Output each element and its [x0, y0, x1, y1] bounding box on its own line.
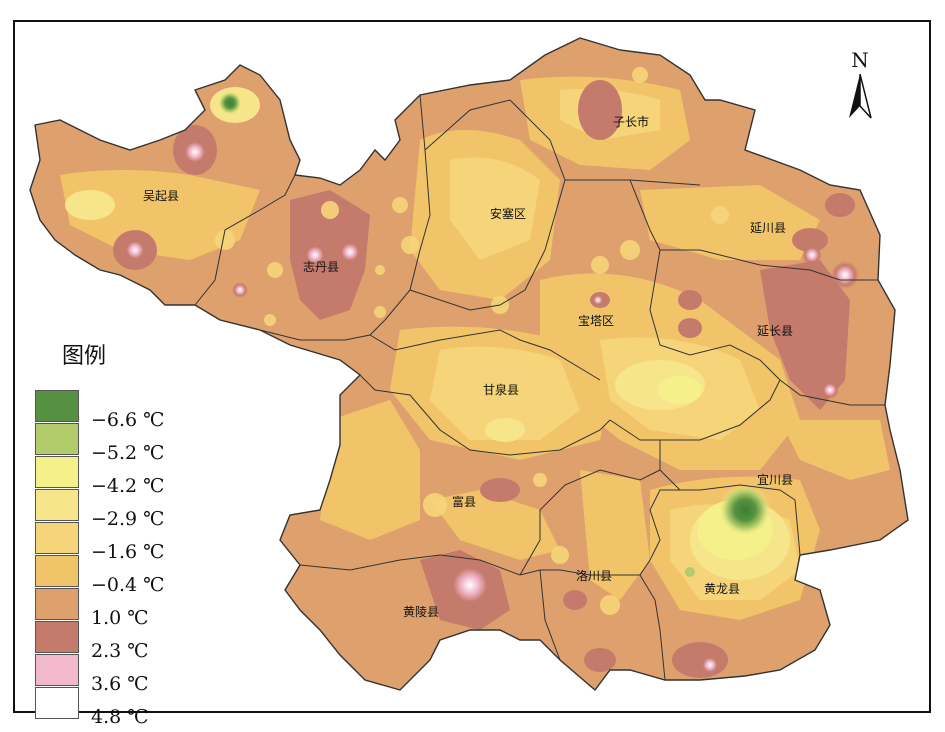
label-yanchang: 延长县: [757, 324, 793, 338]
legend-label: −5.2 ℃: [91, 442, 165, 464]
legend-swatch: [35, 588, 79, 620]
label-zichang: 子长市: [613, 114, 649, 129]
north-arrow: N: [845, 48, 875, 124]
label-yanchuan: 延川县: [750, 221, 786, 235]
label-luochuan: 洛川县: [576, 568, 612, 583]
label-wuqi: 吴起县: [143, 189, 179, 203]
legend-label: −4.2 ℃: [91, 475, 165, 497]
legend-swatch: [35, 555, 79, 587]
legend-swatch: [35, 687, 79, 719]
label-yichuan: 宜川县: [757, 472, 793, 487]
label-baota: 宝塔区: [578, 314, 614, 328]
label-fu: 富县: [452, 494, 476, 509]
legend-swatch: [35, 423, 79, 455]
label-huanglong: 黄龙县: [704, 582, 740, 596]
north-letter: N: [851, 48, 869, 72]
legend-swatch: [35, 654, 79, 686]
north-arrow-icon: [849, 73, 872, 119]
legend-label: −6.6 ℃: [91, 409, 165, 431]
legend-label: −2.9 ℃: [91, 508, 165, 530]
legend-swatch: [35, 489, 79, 521]
county-labels: 吴起县 志丹县 安塞区 子长市 延川县 宝塔区 延长县 甘泉县 富县 宜川县 洛…: [143, 114, 793, 619]
legend-label: 3.6 ℃: [91, 673, 149, 695]
legend-label: −0.4 ℃: [91, 574, 165, 596]
legend-swatch: [35, 621, 79, 653]
legend-label: 1.0 ℃: [91, 607, 149, 629]
legend-title: 图例: [62, 344, 107, 369]
label-zhidan: 志丹县: [303, 260, 339, 274]
legend-swatch: [35, 522, 79, 554]
legend-swatch: [35, 456, 79, 488]
label-huangling: 黄陵县: [403, 605, 439, 619]
legend-swatch: [35, 390, 79, 422]
label-ansai: 安塞区: [490, 206, 526, 221]
label-ganquan: 甘泉县: [483, 383, 519, 397]
legend-label: 2.3 ℃: [91, 640, 149, 662]
legend-label: 4.8 ℃: [91, 706, 149, 728]
county-boundaries: [194, 94, 885, 681]
legend-label: −1.6 ℃: [91, 541, 165, 563]
